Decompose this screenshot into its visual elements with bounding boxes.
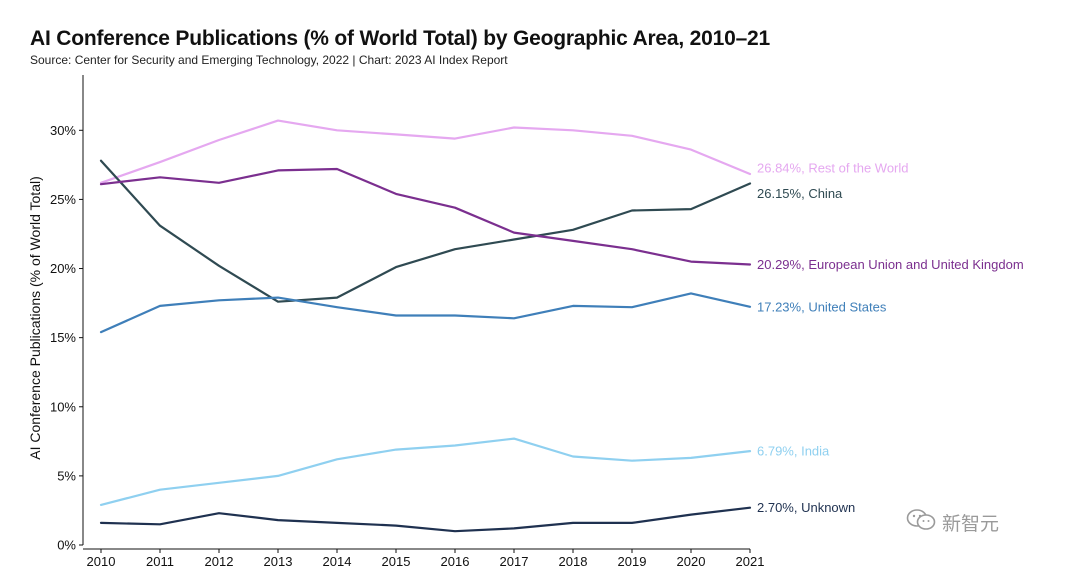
series-end-label-united-states: 17.23%, United States [757,299,887,314]
x-tick-label: 2021 [736,554,765,569]
y-tick-label: 15% [50,330,76,345]
series-line-rest-of-the-world [99,119,752,184]
x-tick-label: 2020 [677,554,706,569]
series-end-label-unknown: 2.70%, Unknown [757,500,855,515]
x-tick-label: 2014 [323,554,352,569]
series-line-united-states [99,292,752,334]
end-labels: 26.84%, Rest of the World 26.15%, China 20… [757,160,1024,515]
y-tick-label: 5% [57,468,76,483]
series-end-label-china: 26.15%, China [757,186,843,201]
series-lines [99,119,752,533]
series-line-india [99,437,752,506]
x-axis: 2010 2011 2012 2013 2014 2015 2016 2017 2018 2019… [83,548,765,569]
y-tick-label: 30% [50,123,76,138]
series-end-label-european-union-and-united-kingdom: 20.29%, European Union and United Kingdo… [757,257,1024,272]
y-tick-label: 25% [50,192,76,207]
y-axis-title: AI Conference Publications (% of World T… [27,176,43,460]
chart-title: AI Conference Publications (% of World T… [30,27,771,50]
y-tick-label: 10% [50,399,76,414]
x-tick-label: 2016 [441,554,470,569]
x-tick-label: 2011 [146,554,174,569]
x-tick-label: 2013 [264,554,293,569]
y-tick-label: 20% [50,261,76,276]
series-line-china [99,159,752,303]
wechat-icon [906,508,936,537]
series-end-label-rest-of-the-world: 26.84%, Rest of the World [757,160,909,175]
series-line-european-union-and-united-kingdom [99,167,752,266]
series-end-label-india: 6.79%, India [757,444,830,459]
x-tick-label: 2017 [500,554,529,569]
series-line-unknown [99,506,752,533]
x-tick-label: 2010 [87,554,116,569]
x-tick-label: 2012 [205,554,234,569]
x-tick-label: 2018 [559,554,588,569]
x-tick-label: 2019 [618,554,647,569]
x-tick-label: 2015 [382,554,411,569]
chart-source: Source: Center for Security and Emerging… [30,53,508,67]
watermark: 新智元 [906,508,999,537]
y-axis: 0% 5% 10% 15% 20% 25% 30% [50,75,84,553]
y-tick-label: 0% [57,538,76,553]
watermark-text: 新智元 [942,513,1000,535]
